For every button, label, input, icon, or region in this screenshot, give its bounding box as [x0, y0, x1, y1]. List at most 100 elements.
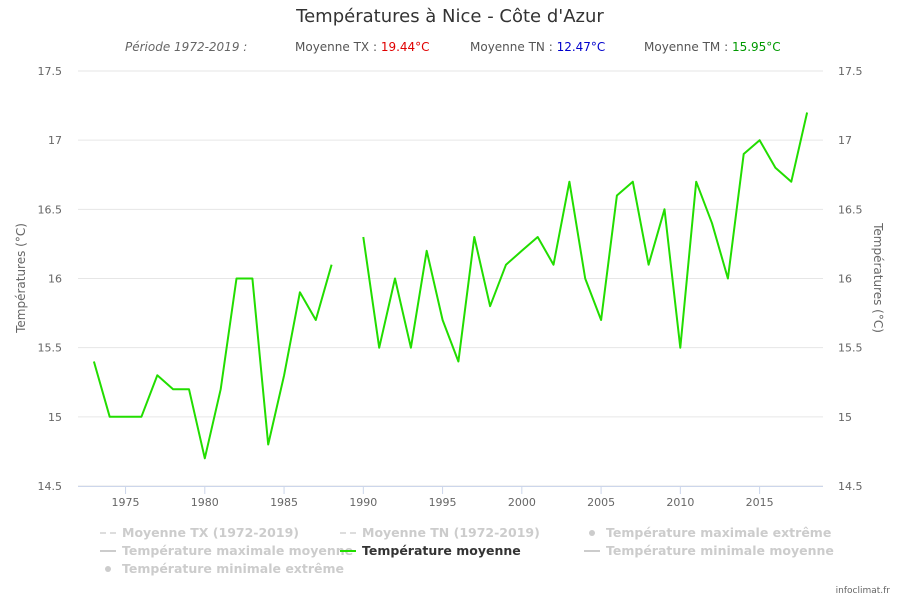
data-point — [204, 457, 206, 459]
data-point — [236, 278, 238, 280]
x-tick-label: 2015 — [746, 496, 774, 509]
legend-symbol-icon — [100, 546, 116, 556]
data-point — [600, 319, 602, 321]
data-point — [378, 347, 380, 349]
data-point — [442, 319, 444, 321]
legend-item[interactable]: Température minimale extrême — [100, 561, 344, 576]
data-point — [125, 416, 127, 418]
tm-label: Moyenne TM : — [644, 40, 732, 54]
y-axis-right: 14.5 15 15.5 16 16.5 17 17.5 — [838, 65, 863, 493]
series-layer — [92, 112, 809, 460]
y-tick-label-left: 16.5 — [38, 203, 63, 216]
data-point — [806, 112, 808, 114]
data-point — [331, 264, 333, 266]
y-axis-title-right: Températures (°C) — [871, 222, 885, 333]
data-point — [743, 153, 745, 155]
data-point — [220, 388, 222, 390]
data-point — [251, 278, 253, 280]
data-point — [584, 278, 586, 280]
data-point — [362, 236, 364, 238]
y-axis-title-left: Températures (°C) — [14, 223, 28, 334]
data-point — [679, 347, 681, 349]
tn-average: Moyenne TN : 12.47°C — [470, 40, 605, 54]
data-point — [93, 361, 95, 363]
x-tick-label: 1975 — [112, 496, 140, 509]
legend-symbol-icon — [100, 564, 116, 574]
legend-symbol-mark — [340, 549, 356, 552]
x-tick-label: 2005 — [587, 496, 615, 509]
y-tick-label-right: 16.5 — [838, 203, 863, 216]
x-tick-label: 2000 — [508, 496, 536, 509]
tx-value: 19.44°C — [380, 40, 430, 54]
legend-label: Moyenne TN (1972-2019) — [362, 525, 540, 540]
y-axis-left: 14.5 15 15.5 16 16.5 17 17.5 — [38, 65, 63, 493]
data-point — [790, 181, 792, 183]
chart-title: Températures à Nice - Côte d'Azur — [296, 6, 604, 27]
series-line-temperature-moyenne — [362, 112, 809, 363]
period-label: Période 1972-2019 : — [125, 40, 248, 54]
data-point — [489, 305, 491, 307]
y-tick-label-right: 17 — [838, 134, 852, 147]
data-point — [711, 222, 713, 224]
data-point — [632, 181, 634, 183]
y-tick-label-right: 15 — [838, 411, 852, 424]
data-point — [727, 278, 729, 280]
legend-label: Température maximale moyenne — [122, 543, 354, 558]
data-point — [616, 195, 618, 197]
data-point — [315, 319, 317, 321]
data-point — [283, 374, 285, 376]
legend-label: Température minimale extrême — [122, 561, 344, 576]
legend-label: Moyenne TX (1972-2019) — [122, 525, 299, 540]
x-tick-label: 2010 — [666, 496, 694, 509]
legend-item[interactable]: Température minimale moyenne — [584, 543, 834, 558]
x-axis: 1975 1980 1985 1990 1995 2000 2005 2010 2015 — [78, 486, 823, 509]
data-point — [172, 388, 174, 390]
legend-item[interactable]: Moyenne TN (1972-2019) — [340, 525, 540, 540]
y-tick-label-left: 17 — [48, 134, 62, 147]
legend-item[interactable]: Température moyenne — [340, 543, 521, 558]
y-tick-label-right: 17.5 — [838, 65, 863, 78]
data-point — [473, 236, 475, 238]
tn-label: Moyenne TN : — [470, 40, 557, 54]
data-point — [156, 374, 158, 376]
legend-item[interactable]: Moyenne TX (1972-2019) — [100, 525, 299, 540]
data-point — [109, 416, 111, 418]
data-point — [521, 250, 523, 252]
data-point — [410, 347, 412, 349]
legend-symbol-mark — [105, 565, 111, 572]
data-point — [648, 264, 650, 266]
y-tick-label-left: 14.5 — [38, 480, 63, 493]
data-point — [568, 181, 570, 183]
tm-average: Moyenne TM : 15.95°C — [644, 40, 781, 54]
legend-symbol-mark — [100, 549, 116, 552]
legend-symbol-mark — [340, 531, 356, 534]
data-point — [505, 264, 507, 266]
legend-symbol-icon — [584, 546, 600, 556]
data-point — [695, 181, 697, 183]
y-tick-label-right: 16 — [838, 273, 852, 286]
legend-symbol-icon — [100, 528, 116, 538]
data-point — [394, 278, 396, 280]
x-tick-label: 1995 — [429, 496, 457, 509]
data-point — [188, 388, 190, 390]
credit-link[interactable]: infoclimat.fr — [835, 586, 890, 596]
legend-item[interactable]: Température maximale moyenne — [100, 543, 353, 558]
legend-symbol-mark — [100, 531, 116, 534]
legend-label: Température maximale extrême — [606, 525, 832, 540]
data-point — [663, 208, 665, 210]
tx-label: Moyenne TX : — [295, 40, 381, 54]
data-point — [774, 167, 776, 169]
data-point — [299, 291, 301, 293]
data-point — [267, 444, 269, 446]
data-point — [759, 139, 761, 141]
y-tick-label-left: 15.5 — [38, 342, 63, 355]
legend-symbol-mark — [584, 549, 600, 552]
x-tick-label: 1985 — [270, 496, 298, 509]
legend-symbol-icon — [340, 546, 356, 556]
x-tick-label: 1980 — [191, 496, 219, 509]
series-line-temperature-moyenne — [92, 264, 333, 460]
legend-item[interactable]: Température maximale extrême — [584, 525, 831, 540]
grid-lines — [78, 70, 823, 487]
y-tick-label-left: 15 — [48, 411, 62, 424]
